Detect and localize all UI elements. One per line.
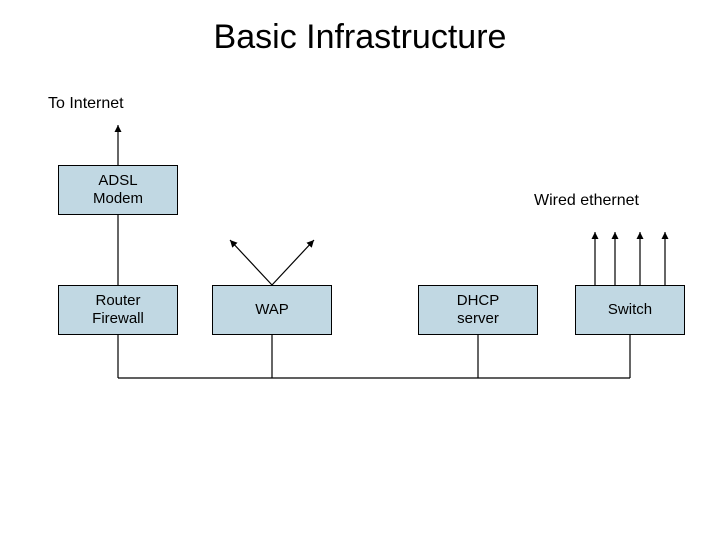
diagram-title: Basic Infrastructure: [0, 18, 720, 57]
label-to-internet: To Internet: [48, 95, 124, 113]
node-adsl-modem: ADSL Modem: [58, 165, 178, 215]
edges-layer: [0, 0, 720, 540]
edge: [230, 240, 272, 285]
node-router-firewall: Router Firewall: [58, 285, 178, 335]
node-wap: WAP: [212, 285, 332, 335]
edge: [272, 240, 314, 285]
node-switch: Switch: [575, 285, 685, 335]
label-wired-ethernet: Wired ethernet: [534, 192, 639, 210]
node-dhcp-server: DHCP server: [418, 285, 538, 335]
